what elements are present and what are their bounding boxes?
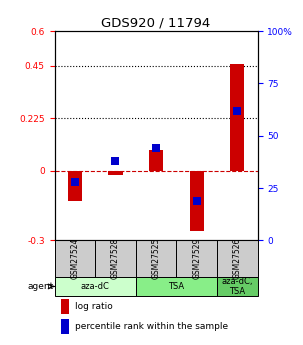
Text: GSM27524: GSM27524	[70, 238, 79, 279]
Bar	[61, 299, 69, 314]
Title: GDS920 / 11794: GDS920 / 11794	[102, 17, 211, 30]
Bar	[149, 150, 163, 171]
Point	[113, 158, 118, 164]
Bar	[61, 319, 69, 334]
Text: aza-dC: aza-dC	[81, 282, 110, 291]
Text: percentile rank within the sample: percentile rank within the sample	[75, 322, 228, 331]
Bar	[55, 277, 136, 296]
Bar	[190, 171, 204, 231]
Text: TSA: TSA	[168, 282, 185, 291]
Bar	[68, 171, 82, 201]
Bar	[217, 277, 258, 296]
Point	[194, 198, 199, 204]
Point	[72, 179, 77, 185]
Bar	[108, 171, 122, 175]
Bar	[95, 240, 136, 277]
Point	[154, 146, 158, 151]
Text: GSM27529: GSM27529	[192, 238, 201, 279]
Bar	[176, 240, 217, 277]
Text: log ratio: log ratio	[75, 302, 113, 311]
Bar	[136, 240, 176, 277]
Text: agent: agent	[28, 282, 54, 291]
Bar	[55, 240, 95, 277]
Bar	[136, 277, 217, 296]
Text: GSM27526: GSM27526	[233, 238, 242, 279]
Bar	[230, 63, 244, 171]
Text: GSM27525: GSM27525	[152, 238, 161, 279]
Text: GSM27528: GSM27528	[111, 238, 120, 279]
Point	[235, 108, 240, 114]
Bar	[217, 240, 258, 277]
Text: aza-dC,
TSA: aza-dC, TSA	[221, 277, 253, 296]
